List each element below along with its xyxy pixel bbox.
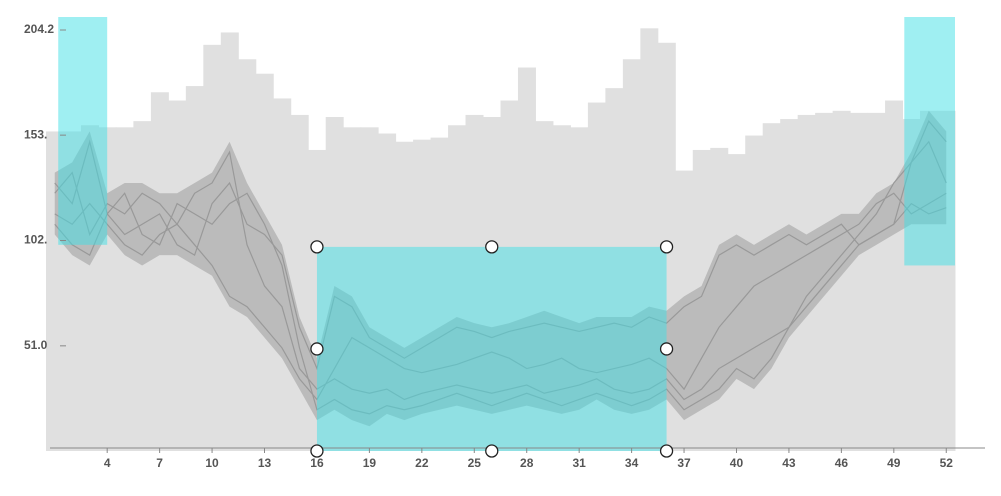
x-tick-label: 10 [205,456,219,470]
y-tick-label: 153. [24,127,47,141]
max-bar [867,112,886,451]
x-tick-label: 34 [625,456,639,470]
x-tick-label: 37 [677,456,691,470]
max-bar [185,86,204,452]
resize-handle[interactable] [659,444,674,458]
max-bar [115,127,134,451]
resize-handle[interactable] [310,240,324,254]
range-band [54,110,947,427]
x-tick-label: 4 [104,456,111,470]
x-tick-label: 31 [572,456,586,470]
x-tick-label: 16 [310,456,324,470]
max-bar [832,110,851,452]
x-tick-label: 22 [415,456,429,470]
x-tick-label: 7 [156,456,163,470]
x-tick-label: 52 [940,456,954,470]
resize-handle[interactable] [310,444,324,458]
selection[interactable] [904,17,955,266]
resize-handle[interactable] [659,342,674,356]
resize-handle[interactable] [485,240,499,254]
max-bar [850,112,869,451]
resize-handle[interactable] [485,444,499,458]
x-tick-label: 25 [468,456,482,470]
x-tick-label: 40 [730,456,744,470]
resize-handle[interactable] [659,240,674,254]
y-tick-label: 102. [24,233,47,247]
x-tick-label: 19 [363,456,377,470]
x-tick-label: 13 [258,456,272,470]
resize-handle[interactable] [310,342,324,356]
x-tick-label: 28 [520,456,534,470]
x-tick-label: 49 [887,456,901,470]
max-bar [885,100,904,451]
max-bar [150,92,169,452]
y-tick-label: 204.2 [24,22,54,36]
x-tick-label: 46 [835,456,849,470]
x-tick-label: 43 [782,456,796,470]
selection[interactable] [316,246,667,451]
y-tick-label: 51.0 [24,338,48,352]
max-bar [168,100,187,451]
max-bar [133,121,152,451]
selection[interactable] [58,17,108,245]
